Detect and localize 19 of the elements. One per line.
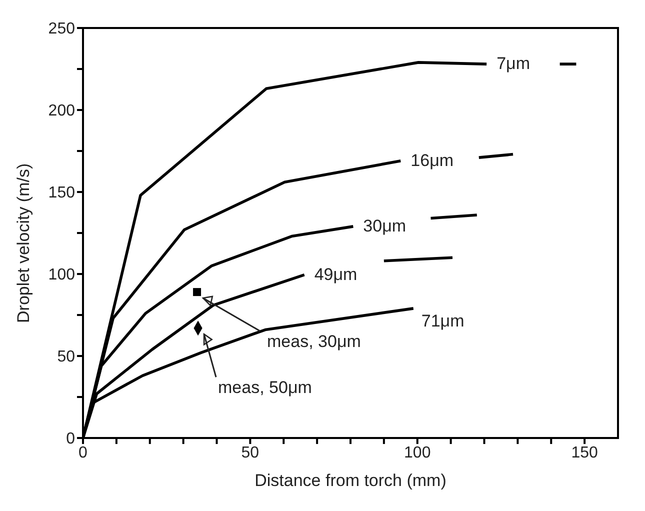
series-label: 16μm bbox=[410, 150, 454, 170]
x-tick-label: 50 bbox=[241, 444, 260, 462]
y-tick-label: 0 bbox=[66, 430, 76, 448]
series-label: 49μm bbox=[314, 264, 358, 284]
series-label: 7μm bbox=[496, 54, 530, 74]
x-tick-label: 0 bbox=[78, 444, 88, 462]
y-tick-label: 250 bbox=[48, 20, 76, 38]
series-label: 30μm bbox=[363, 216, 406, 236]
x-tick-label: 100 bbox=[404, 444, 431, 462]
y-tick-label: 100 bbox=[48, 266, 76, 284]
annotation: meas, 30μm bbox=[267, 332, 361, 352]
series-label: 71μm bbox=[421, 311, 464, 330]
y-tick-label: 50 bbox=[57, 348, 76, 366]
x-tick-label: 150 bbox=[571, 444, 598, 462]
x-axis-title: Distance from torch (mm) bbox=[254, 471, 446, 490]
y-tick-label: 150 bbox=[48, 184, 76, 202]
annotation: meas, 50μm bbox=[218, 378, 312, 398]
y-axis-title: Droplet velocity (m/s) bbox=[14, 163, 34, 323]
y-tick-label: 200 bbox=[48, 102, 76, 120]
